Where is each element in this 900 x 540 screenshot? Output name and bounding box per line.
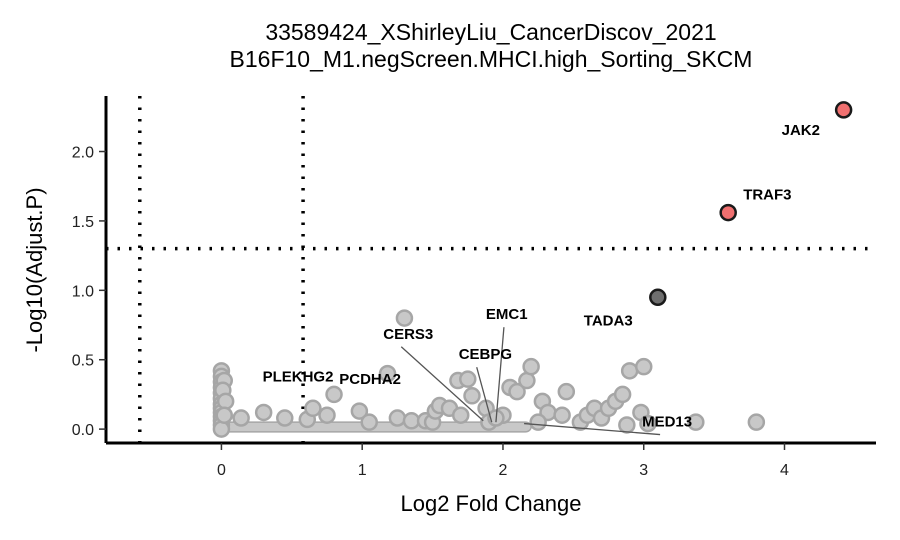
background-point (232, 409, 250, 427)
background-point (212, 420, 231, 438)
background-point (451, 406, 470, 424)
y-tick-label: 0.5 (72, 353, 94, 370)
background-points (212, 309, 766, 438)
background-point (215, 406, 233, 424)
x-tick-label: 3 (639, 462, 648, 479)
background-point (395, 309, 414, 327)
label-connector (495, 327, 505, 423)
background-point (378, 364, 397, 383)
y-axis-ticks: 0.0 0.5 1.0 1.5 2.0 (72, 145, 106, 439)
background-point (318, 406, 336, 424)
background-point (402, 412, 421, 430)
gene-label: JAK2 (782, 122, 820, 139)
gene-label: PCDHA2 (339, 371, 401, 388)
background-point (463, 387, 481, 405)
x-tick-label: 2 (499, 462, 508, 479)
gene-label: TADA3 (584, 312, 633, 329)
background-point (254, 403, 273, 422)
label-connector (524, 422, 661, 436)
labeled-points (649, 101, 853, 307)
chart-title: 33589424_XShirleyLiu_CancerDiscov_2021 (265, 19, 716, 45)
gene-point (719, 203, 737, 222)
label-connector (400, 346, 484, 422)
background-point (613, 385, 632, 404)
x-tick-label: 1 (358, 462, 367, 479)
x-axis-title: Log2 Fold Change (400, 491, 581, 516)
background-point (360, 413, 378, 431)
x-tick-label: 0 (217, 462, 226, 479)
y-tick-label: 2.0 (72, 145, 94, 162)
y-axis-title: -Log10(Adjust.P) (22, 187, 47, 352)
gene-label: EMC1 (486, 306, 528, 323)
gene-label: CERS3 (383, 326, 433, 343)
background-point (618, 416, 636, 434)
y-tick-label: 0.0 (72, 422, 94, 439)
background-point (388, 409, 407, 427)
x-axis-ticks: 0 1 2 3 4 (217, 443, 789, 479)
label-connector (476, 367, 493, 423)
background-point (304, 399, 322, 418)
background-point (620, 362, 639, 380)
x-tick-label: 4 (780, 462, 789, 479)
axes (104, 96, 876, 445)
background-point (522, 357, 540, 376)
gene-label: PLEKHG2 (263, 369, 334, 386)
background-point (276, 409, 294, 427)
gene-label: CEBPG (459, 346, 512, 363)
threshold-lines (106, 96, 876, 443)
label-connectors (400, 327, 661, 436)
y-tick-label: 1.0 (72, 283, 94, 300)
background-point (634, 357, 653, 376)
background-point (687, 413, 705, 431)
background-point (325, 385, 343, 404)
gene-label: MED13 (642, 414, 692, 431)
background-point (553, 406, 571, 424)
gene-point (649, 288, 667, 307)
background-point (459, 370, 477, 388)
gene-label: TRAF3 (743, 187, 791, 204)
background-point (350, 402, 369, 420)
chart-subtitle: B16F10_M1.negScreen.MHCI.high_Sorting_SK… (230, 46, 753, 72)
background-point (747, 413, 766, 431)
gene-point (834, 101, 853, 119)
background-point (529, 413, 547, 431)
gene-labels: JAK2 TRAF3 TADA3 EMC1 CERS3 CEBPG PLEKHG2 PCDHA… (263, 122, 820, 431)
background-point (508, 382, 526, 401)
background-point (557, 382, 576, 401)
background-point (639, 414, 657, 433)
y-tick-label: 1.5 (72, 214, 94, 231)
